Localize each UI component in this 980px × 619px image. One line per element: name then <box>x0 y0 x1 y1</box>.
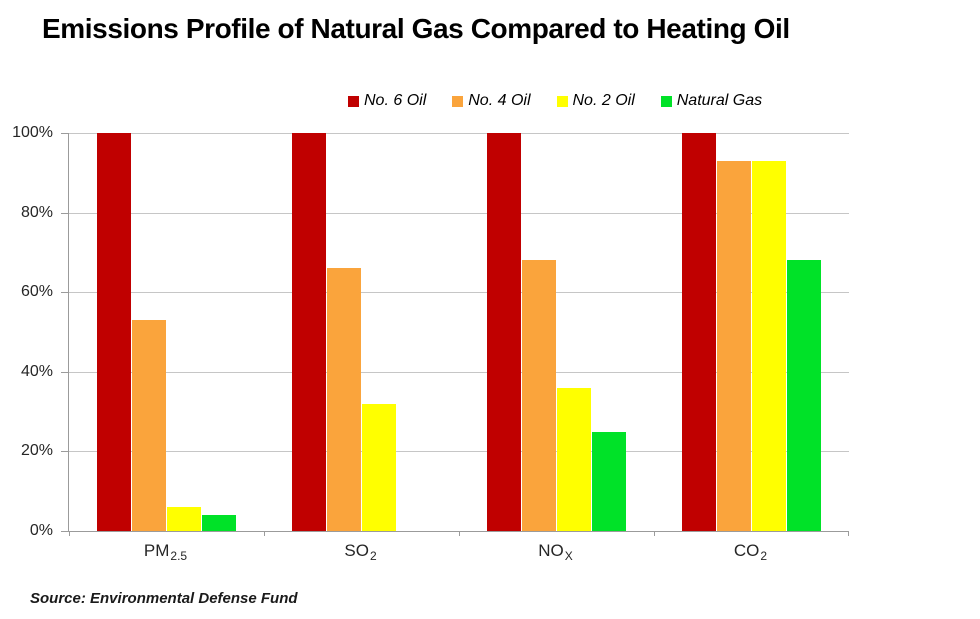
source-note: Source: Environmental Defense Fund <box>30 590 298 607</box>
legend-swatch-natural-gas <box>660 95 672 107</box>
bar-no-6-oil-nox <box>487 133 521 531</box>
gridline-60 <box>69 292 849 294</box>
x-axis-label-subscript: 2.5 <box>170 549 188 563</box>
bar-no-6-oil-pm2-5 <box>97 133 131 531</box>
y-axis-tick <box>61 371 69 373</box>
legend-label: No. 2 Oil <box>572 92 635 109</box>
y-axis-tick <box>61 133 69 134</box>
bar-no-6-oil-so2 <box>292 133 326 531</box>
bar-no-2-oil-pm2-5 <box>167 507 201 531</box>
plot-area <box>61 133 849 536</box>
legend-item-natural-gas: Natural Gas <box>660 92 763 110</box>
bar-no-2-oil-nox <box>557 387 591 531</box>
x-axis-tick <box>264 531 265 536</box>
legend: No. 6 Oil No. 4 Oil No. 2 Oil Natural Gas <box>348 92 762 110</box>
y-axis-label-100: 100% <box>12 124 53 141</box>
bar-natural-gas-pm2-5 <box>202 515 236 531</box>
x-axis-label-base: PM <box>143 541 170 560</box>
x-axis-label-co2: CO2 <box>653 541 848 563</box>
x-axis-label-subscript: 2 <box>760 549 768 563</box>
legend-item-no-6-oil: No. 6 Oil <box>348 92 426 110</box>
bar-group-pm2-5 <box>69 133 264 531</box>
gridline-80 <box>69 212 849 214</box>
y-axis-label-20: 20% <box>20 442 53 460</box>
x-axis-label-base: NO <box>538 541 564 560</box>
y-axis-label-0: 0% <box>29 522 53 539</box>
x-axis-tick <box>459 531 460 536</box>
bar-no-4-oil-pm2-5 <box>132 320 166 531</box>
y-axis-tick <box>61 451 69 453</box>
x-axis-label-base: SO <box>344 541 369 560</box>
x-axis-label-nox: NOX <box>458 541 653 563</box>
y-axis-label-80: 80% <box>20 203 53 221</box>
legend-swatch-no-6-oil <box>348 95 359 107</box>
y-axis-tick <box>61 531 69 532</box>
bar-no-2-oil-so2 <box>362 403 396 531</box>
bar-group-co2 <box>654 133 849 531</box>
x-axis-tick <box>848 531 849 536</box>
x-axis-labels: PM2.5 SO2 NOX CO2 <box>68 541 848 567</box>
legend-item-no-4-oil: No. 4 Oil <box>452 92 531 110</box>
x-axis-label-base: CO <box>733 541 760 560</box>
x-axis-label-pm2-5: PM2.5 <box>68 541 263 563</box>
bar-no-6-oil-co2 <box>682 133 716 531</box>
gridline-100 <box>69 133 849 134</box>
bar-group-nox <box>459 133 654 531</box>
bar-natural-gas-nox <box>592 431 626 531</box>
gridline-40 <box>69 371 849 373</box>
legend-item-no-2-oil: No. 2 Oil <box>556 92 635 110</box>
bar-no-4-oil-so2 <box>327 268 361 531</box>
legend-swatch-no-4-oil <box>452 95 464 107</box>
x-axis-label-so2: SO2 <box>263 541 458 563</box>
legend-label: Natural Gas <box>676 92 763 109</box>
y-axis-tick <box>61 212 69 214</box>
x-axis-label-subscript: X <box>564 549 573 563</box>
y-axis-label-40: 40% <box>20 362 53 380</box>
legend-label: No. 6 Oil <box>364 92 427 109</box>
bar-no-4-oil-co2 <box>717 160 751 531</box>
gridline-20 <box>69 451 849 453</box>
x-axis-label-subscript: 2 <box>369 549 377 563</box>
x-axis-tick <box>69 531 70 536</box>
y-axis-label-60: 60% <box>20 283 53 301</box>
legend-swatch-no-2-oil <box>556 95 568 107</box>
bar-no-4-oil-nox <box>522 260 556 531</box>
bar-natural-gas-co2 <box>787 260 821 531</box>
bar-group-so2 <box>264 133 459 531</box>
chart-title: Emissions Profile of Natural Gas Compare… <box>42 13 790 44</box>
bar-no-2-oil-co2 <box>752 160 786 531</box>
x-axis-tick <box>654 531 655 536</box>
y-axis-tick <box>61 292 69 294</box>
y-axis-labels: 0% 20% 40% 60% 80% 100% <box>0 124 53 539</box>
legend-label: No. 4 Oil <box>468 92 531 109</box>
